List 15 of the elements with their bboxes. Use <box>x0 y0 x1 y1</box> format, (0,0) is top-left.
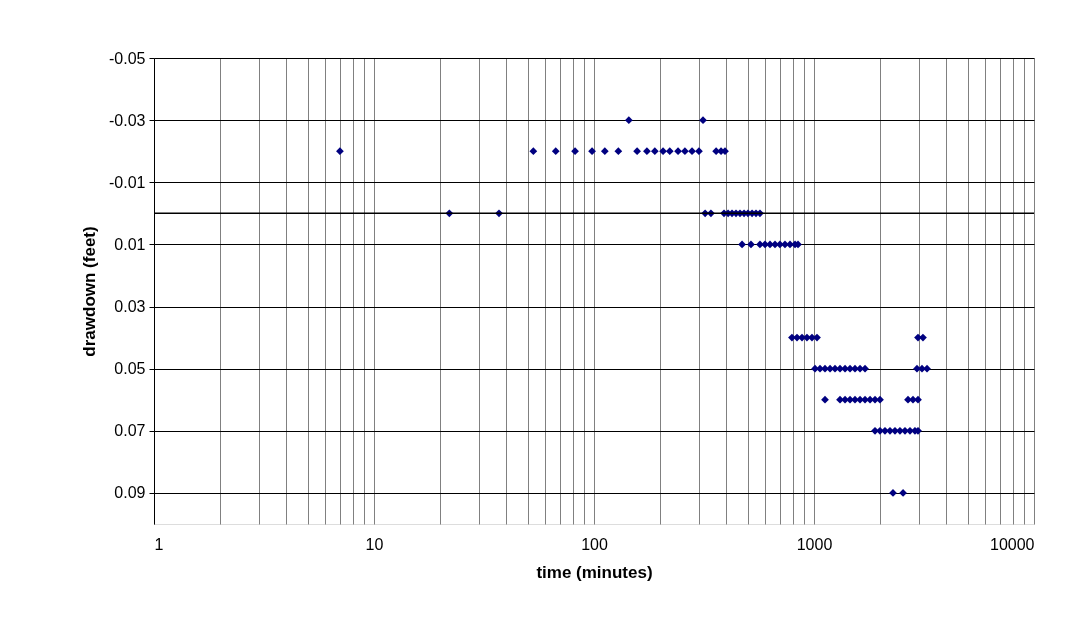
y-tick-label: 0.05 <box>114 360 146 378</box>
y-axis-title: drawdown (feet) <box>80 226 100 357</box>
y-tick-label: -0.01 <box>109 173 146 191</box>
y-tick-label: 0.01 <box>114 235 146 253</box>
x-tick-label: 10000 <box>990 535 1035 553</box>
x-tick-label: 10 <box>365 535 384 553</box>
y-tick-label: 0.03 <box>114 298 146 316</box>
x-tick-label: 1000 <box>796 535 833 553</box>
y-tick-label: -0.03 <box>109 111 146 129</box>
y-tick-label: 0.07 <box>114 422 146 440</box>
x-axis-title: time (minutes) <box>536 562 653 582</box>
x-tick-label: 100 <box>581 535 608 553</box>
y-tick-label: -0.05 <box>109 49 146 67</box>
x-tick-label: 1 <box>154 535 164 553</box>
y-tick-label: 0.09 <box>114 484 146 502</box>
